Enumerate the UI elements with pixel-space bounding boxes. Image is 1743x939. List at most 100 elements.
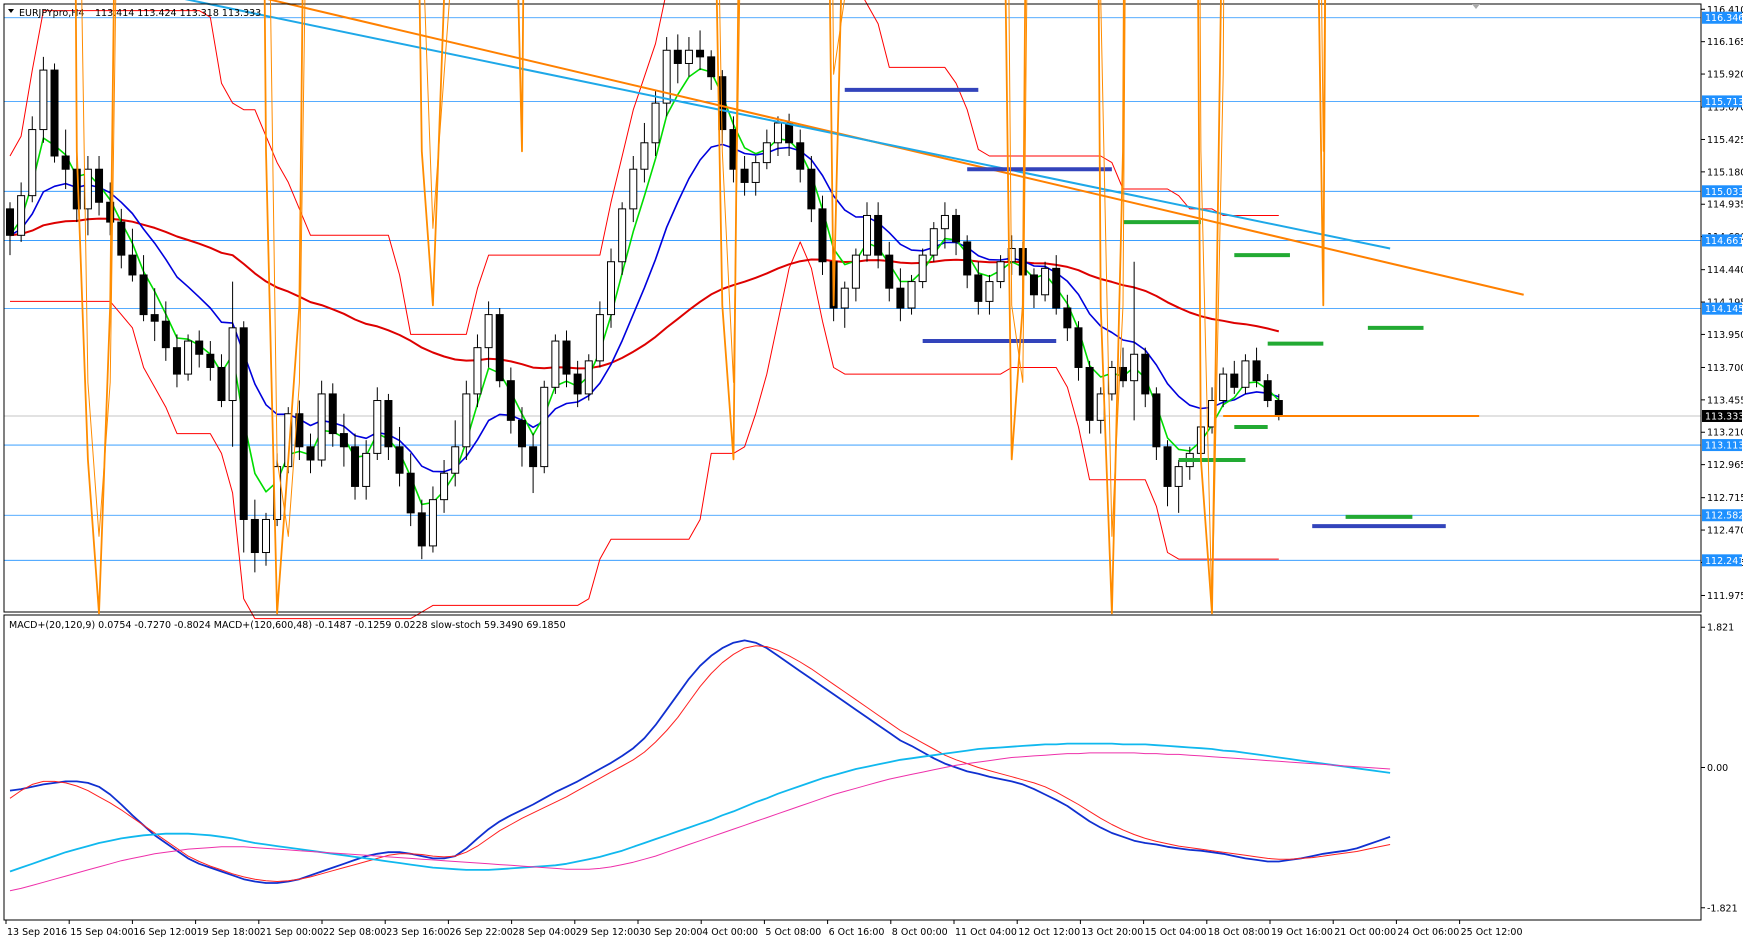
candle bbox=[885, 241, 894, 302]
candle bbox=[573, 360, 582, 408]
candle bbox=[996, 255, 1005, 289]
bear-candle-body bbox=[1119, 366, 1127, 382]
candle bbox=[373, 387, 382, 460]
bear-candle-body bbox=[384, 400, 393, 448]
bear-candle-body bbox=[217, 366, 226, 402]
bear-candle-body bbox=[117, 221, 126, 256]
bull-candle-body bbox=[428, 499, 437, 547]
level-tag-label: 113.113 bbox=[1705, 441, 1743, 452]
bear-candle-body bbox=[785, 122, 794, 144]
candle bbox=[362, 440, 371, 500]
time-tick-label: 8 Oct 00:00 bbox=[892, 927, 948, 938]
candle bbox=[95, 156, 104, 216]
candle bbox=[1219, 367, 1228, 408]
candle bbox=[851, 248, 860, 302]
candle bbox=[17, 182, 26, 242]
dropdown-triangle-icon[interactable] bbox=[8, 9, 14, 13]
price-tick-label: 114.440 bbox=[1707, 265, 1743, 276]
indicator-axis: 1.821 0.00 -1.821 bbox=[1701, 623, 1738, 914]
bear-candle-body bbox=[139, 274, 148, 316]
bear-candle-body bbox=[573, 373, 582, 395]
time-tick-label: 25 Oct 12:00 bbox=[1461, 927, 1523, 938]
bull-candle-body bbox=[1107, 366, 1116, 395]
candle bbox=[1141, 347, 1150, 408]
header-legend: EURJPYpro,H4 113.414 113.424 113.318 113… bbox=[8, 8, 261, 19]
candle bbox=[1052, 255, 1061, 315]
trendlines[interactable] bbox=[177, 0, 1524, 296]
bear-candle-body bbox=[818, 208, 827, 263]
candle bbox=[952, 208, 961, 256]
bull-candle-body bbox=[451, 446, 460, 474]
candle bbox=[417, 499, 426, 560]
indicator-tick-label: 0.00 bbox=[1707, 763, 1728, 774]
candle bbox=[551, 334, 560, 394]
level-tag bbox=[1702, 554, 1742, 567]
price-tick-label: 115.425 bbox=[1707, 135, 1743, 146]
price-panel[interactable]: EURJPYpro,H4 113.414 113.424 113.318 113… bbox=[3, 0, 1702, 620]
bear-candle-body bbox=[1074, 327, 1083, 368]
price-tick-label: 115.180 bbox=[1707, 167, 1743, 178]
candlesticks bbox=[6, 30, 1283, 573]
bull-candle-body bbox=[607, 261, 616, 316]
indicator-panel[interactable]: MACD+(20,120,9) 0.0754 -0.7270 -0.8024 M… bbox=[3, 0, 1702, 921]
bear-candle-body bbox=[952, 214, 961, 243]
candle bbox=[896, 268, 905, 322]
level-tag-label: 112.582 bbox=[1705, 511, 1743, 522]
trendline[interactable] bbox=[177, 0, 1391, 250]
bull-candle-body bbox=[462, 393, 471, 448]
candle bbox=[339, 413, 348, 467]
time-tick-label: 12 Oct 12:00 bbox=[1018, 927, 1080, 938]
candle bbox=[306, 433, 315, 474]
macd-120-600-48-signal bbox=[9, 752, 1391, 892]
level-tag-label: 114.661 bbox=[1705, 236, 1743, 247]
bear-candle-body bbox=[95, 168, 104, 203]
time-tick-label: 23 Sep 16:00 bbox=[386, 927, 449, 938]
bear-candle-body bbox=[150, 314, 159, 322]
bear-candle-body bbox=[506, 380, 515, 421]
candle bbox=[607, 248, 616, 328]
bull-candle-body bbox=[1130, 353, 1139, 382]
time-tick-label: 24 Oct 06:00 bbox=[1397, 927, 1459, 938]
price-tick-label: 116.165 bbox=[1707, 37, 1743, 48]
bull-candle-body bbox=[1041, 267, 1050, 296]
bear-candle-body bbox=[1263, 380, 1272, 402]
candle bbox=[807, 156, 816, 223]
upper-envelope bbox=[9, 0, 1279, 335]
bear-candle-body bbox=[1230, 373, 1239, 388]
level-tag bbox=[1702, 509, 1742, 522]
candle bbox=[1152, 387, 1161, 460]
bull-candle-body bbox=[918, 254, 927, 283]
candle bbox=[384, 393, 393, 460]
candle bbox=[1163, 440, 1172, 507]
level-tag bbox=[1702, 439, 1742, 452]
bear-candle-body bbox=[1152, 393, 1161, 448]
price-panel-frame bbox=[3, 3, 1702, 613]
ohlc-values: 113.414 113.424 113.318 113.333 bbox=[95, 8, 261, 19]
candle bbox=[818, 195, 827, 275]
bear-candle-body bbox=[885, 254, 894, 289]
bull-candle-body bbox=[863, 214, 872, 256]
bear-candle-body bbox=[1163, 446, 1172, 487]
candle bbox=[395, 426, 404, 487]
candle bbox=[840, 281, 849, 328]
bull-candle-body bbox=[762, 142, 771, 164]
bull-candle-body bbox=[940, 214, 949, 230]
support-resistance-segments[interactable] bbox=[844, 87, 1480, 529]
slow-stoch-main bbox=[74, 0, 1327, 615]
bull-candle-body bbox=[440, 472, 449, 501]
bull-candle-body bbox=[929, 228, 938, 256]
candle bbox=[506, 367, 515, 434]
chart-shift-marker-icon[interactable] bbox=[1472, 4, 1480, 9]
bear-candle-body bbox=[339, 433, 348, 448]
bear-candle-body bbox=[206, 353, 215, 368]
price-tick-label: 112.470 bbox=[1707, 526, 1743, 537]
bull-candle-body bbox=[28, 129, 37, 197]
candle bbox=[484, 301, 493, 368]
candle bbox=[595, 301, 604, 368]
price-tick-label: 112.715 bbox=[1707, 493, 1743, 504]
bull-candle-body bbox=[373, 400, 382, 454]
candle bbox=[139, 255, 148, 322]
